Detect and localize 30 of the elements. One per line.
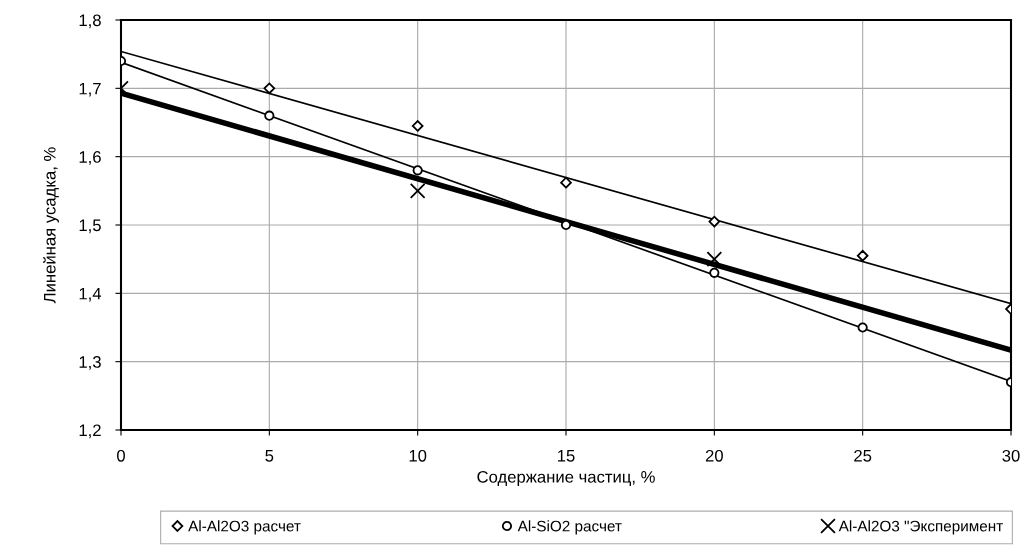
x-axis-title: Содержание частиц, % bbox=[477, 470, 655, 487]
point bbox=[263, 82, 276, 95]
x-tick-label: 20 bbox=[705, 449, 723, 462]
point bbox=[412, 165, 423, 176]
y-tick-label: 1,8 bbox=[79, 14, 101, 29]
point bbox=[856, 249, 869, 262]
point bbox=[709, 267, 720, 278]
point bbox=[706, 251, 723, 268]
x-tick-label: 5 bbox=[265, 450, 274, 462]
legend-label: Al-SiO2 расчет bbox=[517, 520, 622, 535]
point bbox=[264, 110, 275, 121]
y-tick-label: 1,3 bbox=[79, 356, 101, 370]
x-tick-label: 15 bbox=[558, 450, 575, 462]
y-tick-label: 1,2 bbox=[79, 424, 101, 439]
point bbox=[409, 182, 426, 199]
y-tick-label: 1,5 bbox=[79, 219, 101, 234]
legend-label: Al-Al2O3 "Эксперимент bbox=[838, 520, 1003, 535]
point bbox=[411, 120, 424, 132]
legend-label: Al-Al2O3 расчет bbox=[188, 520, 301, 535]
x-tick-label: 25 bbox=[854, 449, 872, 462]
point bbox=[857, 322, 868, 333]
x-tick-label: 30 bbox=[1002, 449, 1020, 462]
x-tick-label: 10 bbox=[409, 449, 427, 462]
y-tick-label: 1,6 bbox=[79, 151, 101, 165]
y-tick-label: 1,7 bbox=[79, 82, 101, 97]
x-tick-label: 0 bbox=[117, 449, 125, 462]
y-tick-label: 1,4 bbox=[79, 287, 102, 302]
point bbox=[560, 176, 572, 189]
y-axis-title: Линейная усадка, % bbox=[43, 147, 59, 304]
point bbox=[708, 215, 721, 228]
